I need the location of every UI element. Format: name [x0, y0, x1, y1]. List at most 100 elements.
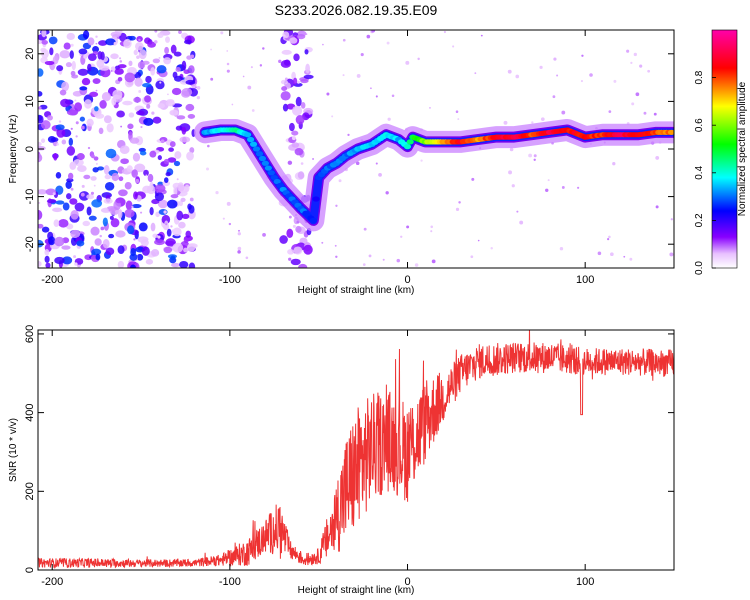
- colorbar-tick-label: 0.8: [694, 70, 705, 84]
- noise-blob: [71, 60, 76, 71]
- noise-blob: [38, 239, 44, 248]
- noise-blob: [297, 171, 305, 180]
- noise-speckle: [99, 234, 102, 238]
- noise-blob: [172, 242, 184, 253]
- noise-blob: [109, 215, 114, 220]
- noise-speckle: [338, 179, 342, 183]
- noise-blob: [50, 137, 59, 142]
- noise-speckle: [135, 179, 140, 184]
- noise-blob: [97, 166, 105, 171]
- noise-blob: [281, 86, 288, 92]
- noise-blob: [300, 102, 306, 109]
- noise-speckle: [580, 79, 584, 83]
- noise-speckle: [196, 85, 201, 90]
- noise-blob: [86, 194, 95, 200]
- noise-speckle: [95, 89, 98, 92]
- y-tick-label: 20: [24, 48, 36, 60]
- noise-speckle: [100, 226, 105, 231]
- noise-blob: [173, 160, 181, 167]
- noise-blob: [183, 247, 189, 253]
- noise-blob: [87, 63, 92, 72]
- noise-blob: [172, 71, 178, 79]
- noise-speckle: [288, 215, 292, 219]
- noise-speckle: [140, 211, 143, 214]
- noise-blob: [304, 49, 309, 55]
- noise-blob: [151, 249, 160, 257]
- noise-blob: [106, 123, 114, 133]
- noise-speckle: [52, 192, 56, 196]
- noise-blob: [61, 81, 70, 92]
- noise-speckle: [670, 218, 673, 221]
- signal-point: [264, 165, 272, 171]
- noise-blob: [293, 77, 298, 85]
- noise-blob: [108, 233, 115, 239]
- noise-speckle: [292, 224, 296, 228]
- noise-blob: [69, 50, 74, 59]
- noise-blob: [154, 192, 165, 202]
- noise-blob: [87, 53, 97, 62]
- noise-speckle: [167, 93, 169, 96]
- noise-blob: [179, 136, 191, 143]
- noise-speckle: [342, 38, 346, 42]
- noise-blob: [38, 189, 48, 195]
- noise-blob: [164, 46, 170, 55]
- noise-blob: [138, 49, 147, 60]
- noise-blob: [170, 44, 177, 54]
- x-tick-label: -100: [219, 274, 241, 286]
- noise-speckle: [110, 69, 113, 72]
- noise-speckle: [165, 223, 168, 226]
- noise-blob: [166, 228, 172, 237]
- signal-point: [309, 217, 317, 223]
- noise-blob: [95, 253, 101, 261]
- noise-speckle: [531, 121, 534, 124]
- noise-speckle: [38, 201, 41, 204]
- noise-speckle: [607, 238, 610, 241]
- noise-speckle: [477, 239, 480, 242]
- noise-speckle: [81, 184, 85, 188]
- noise-blob: [94, 113, 105, 119]
- noise-blob: [142, 83, 152, 88]
- noise-blob: [117, 245, 125, 255]
- noise-speckle: [160, 139, 165, 144]
- noise-speckle: [226, 201, 231, 206]
- noise-blob: [38, 146, 46, 151]
- noise-blob: [157, 32, 164, 39]
- noise-blob: [60, 98, 71, 108]
- noise-speckle: [87, 146, 91, 150]
- noise-blob: [174, 151, 182, 159]
- noise-blob: [164, 177, 169, 184]
- noise-blob: [290, 258, 301, 266]
- noise-blob: [128, 35, 136, 41]
- noise-speckle: [237, 250, 241, 254]
- noise-blob: [178, 221, 186, 229]
- signal-point: [273, 178, 281, 185]
- noise-speckle: [623, 255, 626, 258]
- noise-speckle: [610, 252, 614, 257]
- noise-blob: [163, 57, 172, 65]
- noise-blob: [136, 110, 145, 116]
- noise-blob: [161, 214, 171, 225]
- noise-speckle: [539, 65, 543, 69]
- noise-speckle: [347, 133, 350, 137]
- noise-speckle: [396, 258, 401, 263]
- noise-blob: [133, 96, 142, 103]
- noise-speckle: [170, 225, 173, 228]
- noise-speckle: [163, 210, 167, 214]
- spectrogram-noise-layer: [38, 30, 674, 268]
- noise-blob: [78, 48, 88, 55]
- noise-blob: [287, 249, 295, 255]
- noise-speckle: [655, 205, 659, 209]
- noise-speckle: [533, 154, 537, 158]
- noise-speckle: [284, 77, 288, 81]
- noise-speckle: [455, 207, 460, 211]
- noise-speckle: [507, 69, 512, 74]
- noise-blob: [156, 65, 167, 74]
- spectrogram-x-label: Height of straight line (km): [298, 285, 415, 296]
- noise-blob: [154, 184, 166, 193]
- noise-blob: [157, 103, 165, 109]
- noise-speckle: [612, 162, 616, 166]
- noise-blob: [114, 68, 124, 75]
- noise-blob: [110, 53, 119, 60]
- noise-blob: [94, 106, 99, 112]
